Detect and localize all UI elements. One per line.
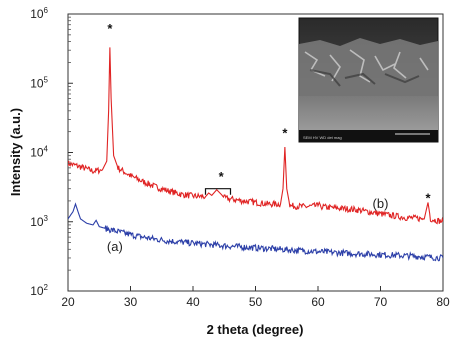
axis-layer: 20 30 40 50 60 70 80 102 103 104 105 106 bbox=[30, 6, 450, 309]
peak-bracket bbox=[204, 188, 232, 195]
y-tick-label: 105 bbox=[30, 75, 48, 90]
peak-marker: * bbox=[425, 191, 431, 206]
y-tick-label: 103 bbox=[30, 214, 48, 229]
y-tick-label: 104 bbox=[30, 145, 48, 160]
x-tick-label: 30 bbox=[124, 295, 138, 309]
x-tick-label: 70 bbox=[374, 295, 388, 309]
x-tick-label: 80 bbox=[436, 295, 450, 309]
series-label: (b) bbox=[373, 196, 389, 211]
y-tick-label: 102 bbox=[30, 283, 48, 298]
x-tick-label: 50 bbox=[249, 295, 263, 309]
x-axis-title: 2 theta (degree) bbox=[207, 322, 304, 337]
peak-marker: * bbox=[282, 126, 288, 141]
y-axis-title: Intensity (a.u.) bbox=[8, 108, 23, 196]
y-tick-label: 106 bbox=[30, 6, 48, 21]
x-tick-label: 60 bbox=[311, 295, 325, 309]
peak-marker: * bbox=[107, 21, 113, 36]
sem-inset: SEM HV WD det mag bbox=[298, 17, 439, 143]
annotation-layer: * * * * (b) (a) bbox=[107, 21, 432, 254]
series-line-0 bbox=[68, 47, 443, 225]
series-line-1 bbox=[68, 202, 443, 262]
x-tick-label: 20 bbox=[61, 295, 75, 309]
series-layer bbox=[68, 47, 443, 262]
series-label: (a) bbox=[107, 239, 123, 254]
inset-caption: SEM HV WD det mag bbox=[303, 135, 342, 140]
peak-marker: * bbox=[219, 169, 225, 184]
x-tick-label: 40 bbox=[186, 295, 200, 309]
